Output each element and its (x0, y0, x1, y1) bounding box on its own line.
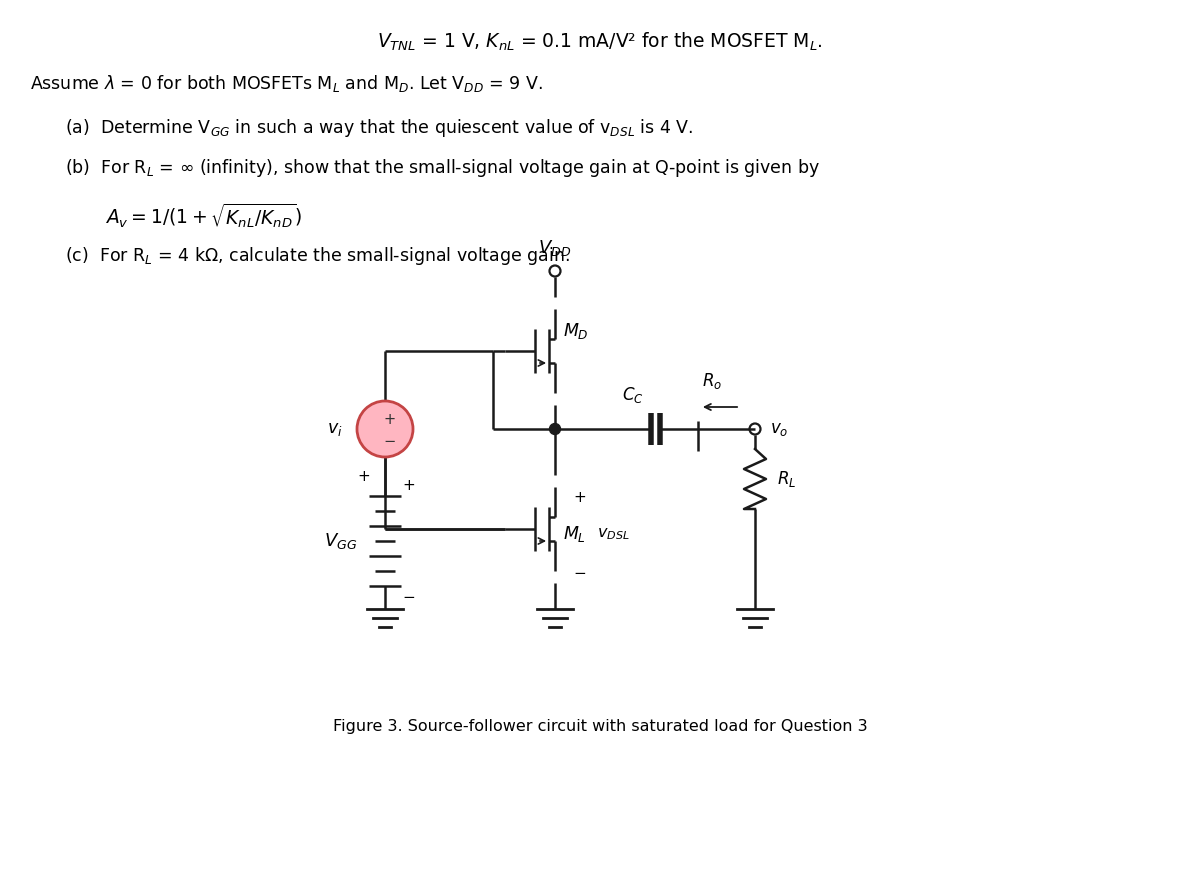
Text: $V_{TNL}$ = 1 V, $K_{nL}$ = 0.1 mA/V² for the MOSFET M$_L$.: $V_{TNL}$ = 1 V, $K_{nL}$ = 0.1 mA/V² fo… (377, 31, 823, 53)
Text: $-$: $-$ (574, 564, 587, 579)
Ellipse shape (358, 401, 413, 457)
Text: (b)  For R$_L$ = $\infty$ (infinity), show that the small-signal voltage gain at: (b) For R$_L$ = $\infty$ (infinity), sho… (65, 157, 820, 179)
Text: (a)  Determine V$_{GG}$ in such a way that the quiescent value of v$_{DSL}$ is 4: (a) Determine V$_{GG}$ in such a way tha… (65, 117, 694, 139)
Text: Assume $\lambda$ = 0 for both MOSFETs M$_L$ and M$_D$. Let V$_{DD}$ = 9 V.: Assume $\lambda$ = 0 for both MOSFETs M$… (30, 73, 542, 94)
Text: $+$: $+$ (383, 411, 395, 426)
Text: (c)  For R$_L$ = 4 k$\Omega$, calculate the small-signal voltage gain.: (c) For R$_L$ = 4 k$\Omega$, calculate t… (65, 245, 570, 267)
Text: $M_D$: $M_D$ (563, 321, 589, 341)
Text: $+$: $+$ (402, 478, 415, 493)
Text: $+$: $+$ (356, 469, 370, 484)
Text: $v_{DSL}$: $v_{DSL}$ (598, 526, 630, 542)
Circle shape (550, 424, 560, 434)
Text: $v_i$: $v_i$ (328, 420, 343, 438)
Text: $C_C$: $C_C$ (622, 385, 644, 405)
Text: $V_{GG}$: $V_{GG}$ (324, 531, 358, 551)
Text: $M_L$: $M_L$ (563, 524, 586, 544)
Text: $R_L$: $R_L$ (778, 469, 797, 489)
Text: $+$: $+$ (574, 490, 587, 505)
Text: $A_v = 1/(1 + \sqrt{K_{nL}/K_{nD}})$: $A_v = 1/(1 + \sqrt{K_{nL}/K_{nD}})$ (106, 201, 301, 230)
Text: $-$: $-$ (383, 432, 395, 447)
Text: $-$: $-$ (402, 589, 415, 603)
Text: $R_o$: $R_o$ (702, 371, 722, 391)
Text: Figure 3. Source-follower circuit with saturated load for Question 3: Figure 3. Source-follower circuit with s… (332, 719, 868, 734)
Text: $V_{DD}$: $V_{DD}$ (539, 238, 571, 258)
Text: $v_o$: $v_o$ (770, 420, 788, 438)
